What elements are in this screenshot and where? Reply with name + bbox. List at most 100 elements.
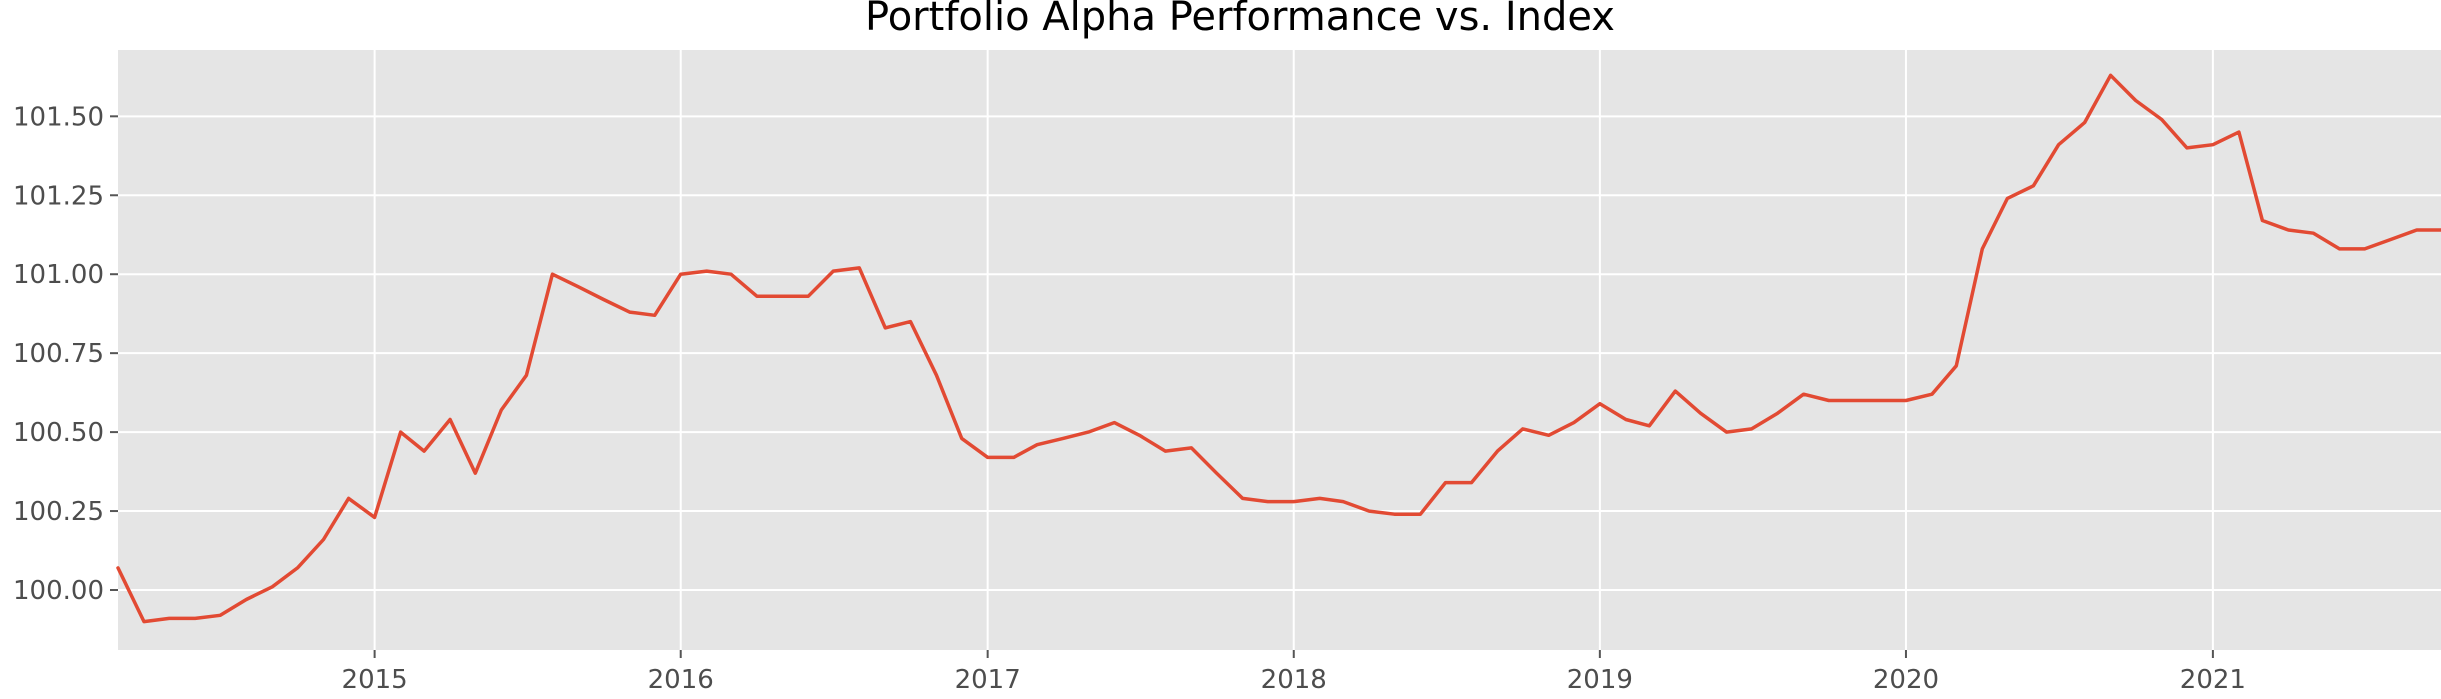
data-point xyxy=(501,410,502,411)
data-point xyxy=(1828,400,1829,401)
data-point xyxy=(1906,400,1907,401)
plot-area xyxy=(118,50,2441,650)
data-point xyxy=(1497,451,1498,452)
x-tick-label: 2018 xyxy=(1261,665,1327,695)
data-point xyxy=(961,438,962,439)
data-point xyxy=(2390,239,2391,240)
y-tick-label: 101.00 xyxy=(13,260,104,290)
data-point xyxy=(297,567,298,568)
data-point xyxy=(272,586,273,587)
data-point xyxy=(680,274,681,275)
data-point xyxy=(603,299,604,300)
data-point xyxy=(731,274,732,275)
data-point xyxy=(1369,511,1370,512)
x-tick-label: 2021 xyxy=(2180,665,2246,695)
y-tick-label: 100.25 xyxy=(13,497,104,527)
data-point xyxy=(936,375,937,376)
data-point xyxy=(475,473,476,474)
data-point xyxy=(1880,400,1881,401)
series-line-0 xyxy=(116,73,2441,624)
data-point xyxy=(1037,444,1038,445)
data-point xyxy=(2212,144,2213,145)
data-point xyxy=(1063,438,1064,439)
data-point xyxy=(808,296,809,297)
data-point xyxy=(2084,122,2085,123)
y-tick-label: 101.50 xyxy=(13,102,104,132)
data-point xyxy=(1548,435,1549,436)
data-point xyxy=(1726,432,1727,433)
data-point xyxy=(1471,482,1472,483)
data-point xyxy=(2110,75,2111,76)
data-point xyxy=(2416,230,2417,231)
data-point xyxy=(1751,428,1752,429)
data-point xyxy=(2007,198,2008,199)
data-point xyxy=(578,286,579,287)
data-point xyxy=(1982,248,1983,249)
data-point xyxy=(1013,457,1014,458)
data-point xyxy=(1956,365,1957,366)
data-point xyxy=(526,375,527,376)
data-point xyxy=(2058,144,2059,145)
data-point xyxy=(323,539,324,540)
grid xyxy=(110,50,2441,658)
data-point xyxy=(1088,432,1089,433)
data-point xyxy=(885,327,886,328)
data-point xyxy=(1293,501,1294,502)
data-point xyxy=(2313,233,2314,234)
data-point xyxy=(1165,451,1166,452)
data-point xyxy=(2033,185,2034,186)
series-layer xyxy=(116,73,2441,624)
data-point xyxy=(1114,422,1115,423)
data-point xyxy=(629,312,630,313)
data-point xyxy=(195,618,196,619)
y-axis: 100.00 100.25 100.50 100.75 101.00 101.25 101.… xyxy=(13,102,104,606)
data-point xyxy=(400,432,401,433)
data-point xyxy=(2364,248,2365,249)
data-point xyxy=(1854,400,1855,401)
data-point xyxy=(1625,419,1626,420)
data-point xyxy=(374,517,375,518)
data-point xyxy=(1649,425,1650,426)
x-tick-label: 2019 xyxy=(1567,665,1633,695)
chart-title: Portfolio Alpha Performance vs. Index xyxy=(865,0,1615,40)
data-point xyxy=(2161,119,2162,120)
data-point xyxy=(1420,514,1421,515)
data-point xyxy=(1675,391,1676,392)
data-point xyxy=(833,271,834,272)
data-point xyxy=(2238,132,2239,133)
data-point xyxy=(348,498,349,499)
data-point xyxy=(1599,403,1600,404)
data-point xyxy=(1700,413,1701,414)
data-point xyxy=(246,599,247,600)
data-point xyxy=(1343,501,1344,502)
data-point xyxy=(2186,147,2187,148)
y-tick-label: 101.25 xyxy=(13,181,104,211)
data-point xyxy=(1394,514,1395,515)
data-point xyxy=(1573,422,1574,423)
data-point xyxy=(910,321,911,322)
data-point xyxy=(782,296,783,297)
x-tick-label: 2016 xyxy=(648,665,714,695)
data-point xyxy=(2135,100,2136,101)
data-point xyxy=(424,451,425,452)
data-point xyxy=(1803,394,1804,395)
data-point xyxy=(706,271,707,272)
data-point xyxy=(1216,473,1217,474)
data-point xyxy=(1267,501,1268,502)
x-axis: 2015 2016 2017 2018 2019 2020 2021 xyxy=(342,665,2246,695)
data-point xyxy=(2288,230,2289,231)
data-point xyxy=(2339,248,2340,249)
data-point xyxy=(2262,220,2263,221)
data-point xyxy=(1932,394,1933,395)
data-point xyxy=(1242,498,1243,499)
data-point xyxy=(1777,413,1778,414)
x-tick-label: 2020 xyxy=(1873,665,1939,695)
data-point xyxy=(552,274,553,275)
data-point xyxy=(1319,498,1320,499)
data-point xyxy=(1522,428,1523,429)
data-point xyxy=(1445,482,1446,483)
data-point xyxy=(757,296,758,297)
data-point xyxy=(987,457,988,458)
data-point xyxy=(859,267,860,268)
